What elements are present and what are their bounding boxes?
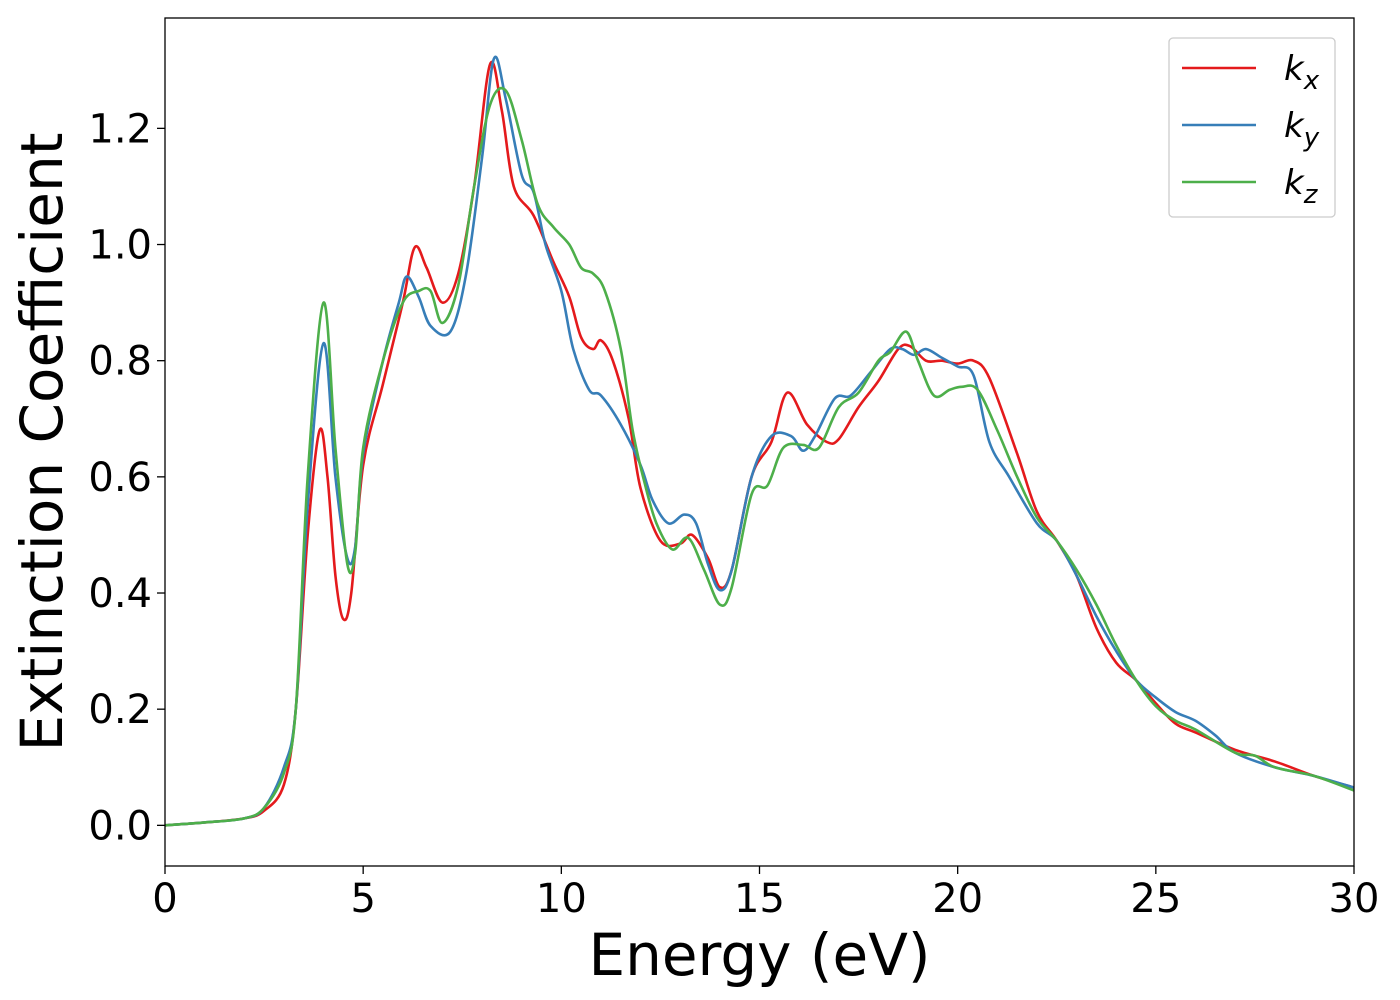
legend-label-subscript: y <box>1303 123 1320 153</box>
y-axis-ticks: 0.0 0.2 0.4 0.6 0.8 1.0 1.2 <box>88 106 165 849</box>
y-axis-label: Extinction Coefficient <box>8 133 76 752</box>
legend-label-base: k <box>1284 106 1305 146</box>
legend-label-y: ky <box>1284 106 1320 153</box>
x-tick-label: 15 <box>734 876 785 922</box>
x-axis-label: Energy (eV) <box>588 921 930 989</box>
legend-box <box>1168 37 1336 218</box>
x-tick-label: 10 <box>536 876 587 922</box>
y-tick-label: 1.2 <box>88 106 152 152</box>
legend-label-subscript: x <box>1303 66 1320 96</box>
x-tick-label: 0 <box>152 876 177 922</box>
x-axis-ticks: 0 5 10 15 20 25 30 <box>152 866 1379 922</box>
y-tick-label: 0.2 <box>88 687 152 733</box>
y-tick-label: 0.8 <box>88 339 152 385</box>
legend-label-base: k <box>1284 49 1305 89</box>
legend-label-subscript: z <box>1303 180 1319 210</box>
legend-label-x: kx <box>1284 49 1320 96</box>
y-tick-label: 0.0 <box>88 803 152 849</box>
series-lines <box>164 55 1355 827</box>
x-tick-label: 5 <box>350 876 375 922</box>
y-tick-label: 1.0 <box>88 223 152 269</box>
series-line-z <box>164 86 1355 827</box>
x-tick-label: 20 <box>932 876 983 922</box>
legend-label-base: k <box>1284 163 1305 203</box>
y-tick-label: 0.4 <box>88 571 152 617</box>
x-tick-label: 25 <box>1130 876 1181 922</box>
y-tick-label: 0.6 <box>88 455 152 501</box>
legend-label-z: kz <box>1284 163 1319 210</box>
series-line-x <box>164 60 1355 827</box>
x-tick-label: 30 <box>1329 876 1380 922</box>
